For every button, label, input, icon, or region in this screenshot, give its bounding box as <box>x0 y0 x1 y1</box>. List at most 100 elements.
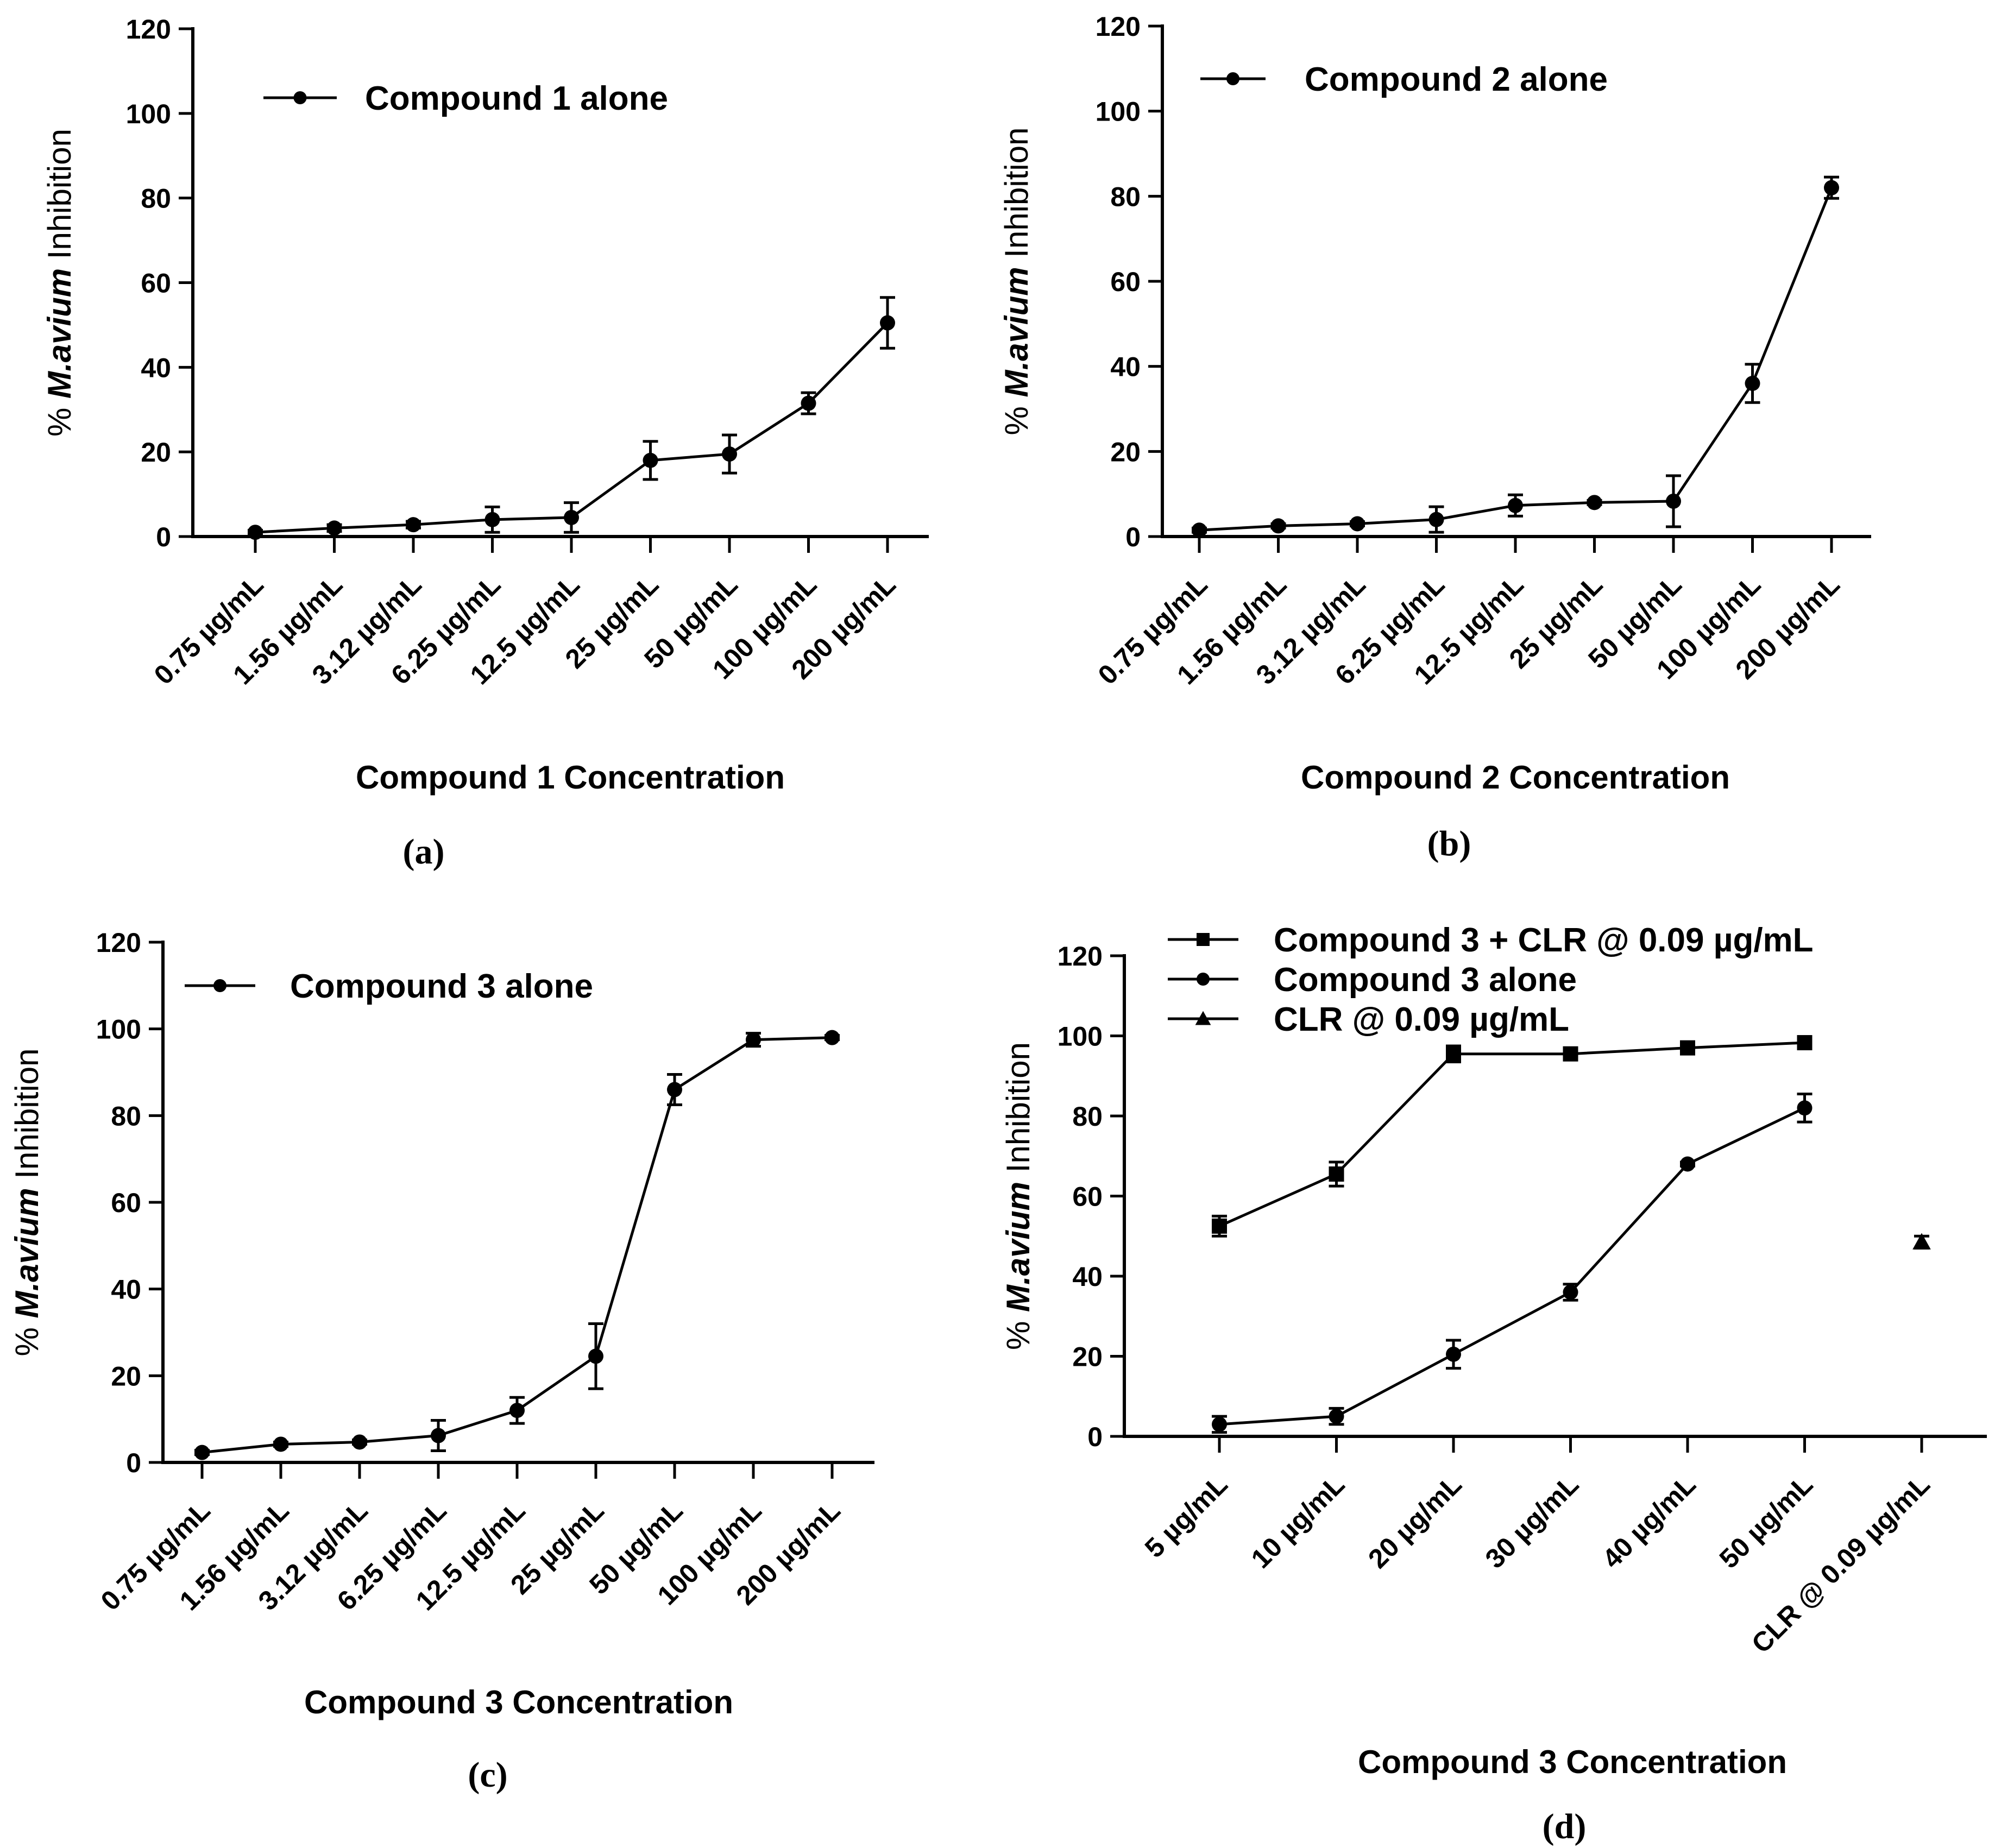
y-axis-label-suffix: Inhibition <box>998 128 1035 267</box>
y-tick-label: 100 <box>1096 97 1141 127</box>
series-2 <box>1212 1092 1813 1434</box>
data-point <box>1212 1218 1227 1234</box>
data-point <box>1824 180 1839 195</box>
series-line <box>255 321 889 534</box>
data-point <box>588 1348 603 1364</box>
data-point <box>1680 1040 1695 1056</box>
y-tick-label: 100 <box>1058 1021 1103 1052</box>
legend-entry: Compound 3 alone <box>1168 961 1577 999</box>
y-tick-label: 20 <box>141 437 171 468</box>
legend-label: CLR @ 0.09 µg/mL <box>1274 1001 1569 1038</box>
data-point <box>248 525 263 540</box>
y-axis-label-species: M.avium <box>41 268 78 399</box>
y-axis-label: % M.avium Inhibition <box>1000 1042 1036 1350</box>
x-tick-label: 5 µg/mL <box>1139 1469 1233 1563</box>
data-point <box>643 452 658 468</box>
data-point <box>1587 495 1602 510</box>
data-point <box>1563 1046 1578 1062</box>
y-tick-label: 0 <box>1125 522 1141 552</box>
data-point <box>1680 1156 1695 1172</box>
x-axis-title: Compound 3 Concentration <box>1358 1744 1787 1780</box>
data-point <box>825 1030 840 1045</box>
legend-marker <box>1226 72 1239 85</box>
legend-label: Compound 3 alone <box>290 968 593 1005</box>
data-point <box>1797 1100 1813 1116</box>
data-point <box>431 1428 446 1443</box>
y-axis-label-prefix: % <box>1000 1312 1036 1350</box>
y-tick-label: 120 <box>96 928 141 958</box>
data-point <box>1446 1346 1461 1362</box>
data-point <box>194 1445 210 1460</box>
panel-label: (a) <box>403 832 445 872</box>
y-axis-label-suffix: Inhibition <box>1000 1042 1036 1182</box>
data-point <box>352 1434 367 1450</box>
x-axis-title: Compound 3 Concentration <box>304 1684 733 1720</box>
y-tick-label: 80 <box>1110 181 1141 212</box>
legend-marker <box>1195 1011 1211 1025</box>
y-tick-label: 40 <box>141 352 171 383</box>
data-point <box>746 1032 761 1048</box>
data-point <box>1270 518 1286 534</box>
y-axis-label-species: M.avium <box>9 1188 45 1318</box>
data-point <box>1329 1409 1344 1424</box>
y-axis-label-species: M.avium <box>1000 1182 1036 1312</box>
data-point <box>406 517 421 533</box>
y-tick-label: 80 <box>141 184 171 214</box>
y-axis-label-prefix: % <box>9 1318 45 1356</box>
y-tick-label: 100 <box>126 99 171 129</box>
data-point <box>509 1403 525 1418</box>
data-point <box>1192 522 1207 538</box>
data-point <box>1563 1284 1578 1300</box>
legend-label: Compound 3 + CLR @ 0.09 µg/mL <box>1274 922 1814 959</box>
legend-label: Compound 2 alone <box>1305 61 1608 98</box>
y-tick-label: 20 <box>111 1361 141 1391</box>
series-line <box>1199 187 1833 532</box>
data-point <box>1212 1416 1227 1432</box>
legend-entry: Compound 3 + CLR @ 0.09 µg/mL <box>1168 922 1814 959</box>
x-axis-title: Compound 2 Concentration <box>1301 759 1730 796</box>
y-axis-label-suffix: Inhibition <box>41 129 78 268</box>
y-tick-label: 0 <box>1087 1422 1103 1452</box>
legend-label: Compound 1 alone <box>365 80 668 117</box>
legend-entry: Compound 3 alone <box>185 968 593 1005</box>
y-tick-label: 60 <box>111 1188 141 1218</box>
data-point <box>1428 512 1444 527</box>
series-1 <box>194 1030 840 1460</box>
y-tick-label: 20 <box>1072 1342 1103 1372</box>
legend-entry: Compound 1 alone <box>263 80 668 117</box>
data-point <box>1508 497 1523 513</box>
y-tick-label: 80 <box>111 1101 141 1131</box>
y-tick-label: 0 <box>126 1448 141 1478</box>
data-point <box>1350 516 1365 532</box>
y-tick-label: 40 <box>1072 1262 1103 1292</box>
legend-marker <box>293 91 307 104</box>
panel-label: (c) <box>468 1755 507 1795</box>
y-axis-label: % M.avium Inhibition <box>9 1049 45 1357</box>
y-axis-label-species: M.avium <box>998 267 1035 397</box>
y-tick-label: 40 <box>1110 352 1141 382</box>
data-point <box>1329 1166 1344 1182</box>
data-point <box>667 1082 682 1098</box>
series-3 <box>1912 1233 1931 1250</box>
data-point <box>1446 1046 1461 1062</box>
y-tick-label: 100 <box>96 1014 141 1045</box>
y-axis-label-prefix: % <box>41 399 78 437</box>
panel-label: (b) <box>1427 824 1471 863</box>
y-tick-label: 60 <box>1110 267 1141 297</box>
series-1 <box>1212 1035 1813 1238</box>
y-tick-label: 120 <box>1096 11 1141 42</box>
y-axis-label: % M.avium Inhibition <box>41 129 78 437</box>
legend-entry: CLR @ 0.09 µg/mL <box>1168 1001 1569 1038</box>
y-tick-label: 20 <box>1110 437 1141 467</box>
legend-marker <box>1197 973 1210 986</box>
y-axis-label: % M.avium Inhibition <box>998 128 1035 436</box>
legend-label: Compound 3 alone <box>1274 961 1577 999</box>
y-tick-label: 40 <box>111 1275 141 1305</box>
x-tick-label: 10 µg/mL <box>1245 1469 1351 1574</box>
legend-entry: Compound 2 alone <box>1200 61 1608 98</box>
data-point <box>880 315 895 331</box>
y-axis-label-prefix: % <box>998 397 1035 435</box>
